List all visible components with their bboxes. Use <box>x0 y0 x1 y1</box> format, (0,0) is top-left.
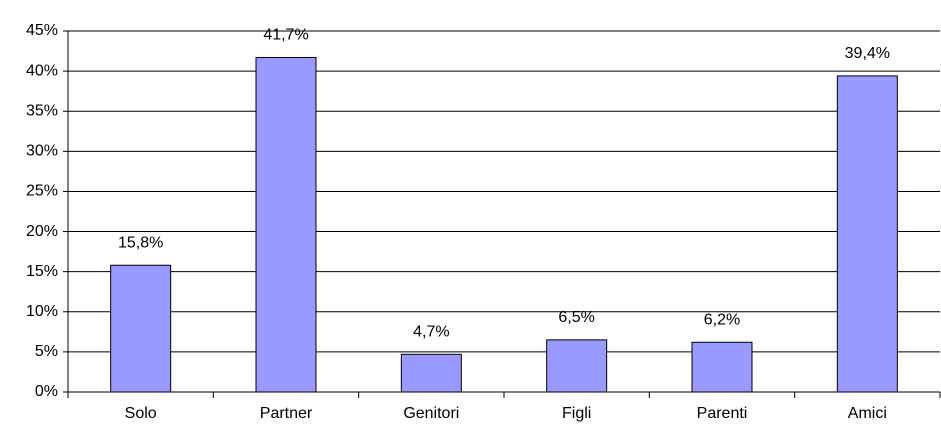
y-tick-label: 25% <box>26 183 58 200</box>
y-tick-label: 10% <box>26 303 58 320</box>
bar <box>691 341 753 393</box>
value-label: 41,7% <box>263 27 308 44</box>
y-tick-label: 0% <box>35 383 58 400</box>
y-tick-label: 15% <box>26 263 58 280</box>
bar <box>546 339 608 393</box>
y-tick-label: 35% <box>26 102 58 119</box>
x-tick-label: Genitori <box>403 405 459 422</box>
x-tick-label: Parenti <box>697 405 748 422</box>
value-label: 6,2% <box>704 311 740 328</box>
value-label: 6,5% <box>558 309 594 326</box>
y-tick-label: 20% <box>26 223 58 240</box>
y-tick-label: 45% <box>26 22 58 39</box>
value-label: 15,8% <box>118 234 163 251</box>
value-label: 4,7% <box>413 324 449 341</box>
y-tick-label: 5% <box>35 343 58 360</box>
bar <box>836 75 898 393</box>
x-tick-label: Solo <box>125 405 157 422</box>
y-tick-label: 30% <box>26 143 58 160</box>
x-tick-label: Amici <box>848 405 887 422</box>
x-tick-label: Partner <box>260 405 313 422</box>
bar <box>110 264 172 393</box>
value-label: 39,4% <box>845 45 890 62</box>
y-tick-label: 40% <box>26 62 58 79</box>
bar <box>400 353 462 393</box>
x-tick-label: Figli <box>562 405 591 422</box>
bar <box>255 56 317 393</box>
